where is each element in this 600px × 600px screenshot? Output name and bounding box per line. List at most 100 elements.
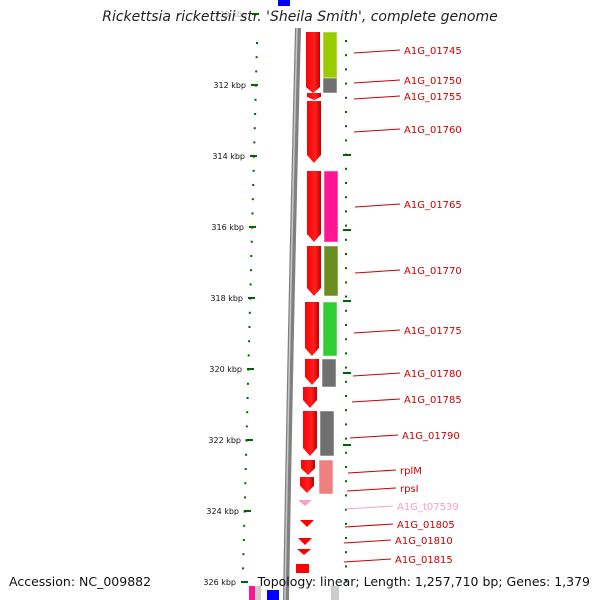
partial-gene-block [331, 586, 339, 600]
cds-arrow [300, 477, 314, 493]
guide-dot [345, 324, 347, 326]
guide-dot [345, 139, 347, 142]
gene-block [322, 301, 338, 357]
label-leader [351, 398, 401, 403]
guide-dot [345, 82, 347, 85]
guide-dot [252, 169, 255, 172]
backbone-highlight [284, 27, 298, 600]
guide-dot [244, 482, 247, 485]
guide-dot [345, 182, 347, 184]
label-leader [343, 558, 392, 563]
guide-dot [253, 141, 256, 144]
guide-dot [345, 111, 347, 113]
cds-arrow [301, 460, 315, 475]
small-cds-arrow [297, 549, 311, 555]
partial-gene-block [249, 586, 255, 600]
tick-label: 320 kbp [209, 365, 242, 374]
guide-dot [345, 167, 347, 170]
guide-dot [245, 453, 248, 456]
guide-dot [345, 508, 347, 511]
tick-label: 318 kbp [210, 294, 243, 303]
guide-dot [345, 437, 347, 440]
tick-mark [246, 439, 253, 441]
label-leader [353, 329, 401, 334]
gene-label: A1G_01750 [404, 76, 462, 87]
label-leader [353, 49, 401, 54]
tick-mark [248, 297, 255, 299]
gene-label: A1G_01810 [395, 536, 453, 547]
guide-dot [345, 338, 347, 341]
label-leader [344, 523, 394, 528]
label-leader [343, 539, 392, 544]
guide-dot [345, 54, 347, 57]
tick-label: 314 kbp [212, 152, 245, 161]
guide-dot [345, 253, 347, 255]
gene-track [298, 31, 339, 506]
genome-title: Rickettsia rickettsii str. 'Sheila Smith… [102, 9, 498, 25]
label-leader [347, 469, 397, 474]
guide-dot [242, 553, 245, 556]
guide-dot [248, 340, 251, 343]
guide-dot [345, 96, 347, 99]
cds-arrow [307, 171, 321, 242]
backbone-line [283, 27, 301, 600]
gene-label: A1G_01755 [404, 92, 462, 103]
guide-dot [345, 352, 347, 355]
kbp-ruler: 310 kbp 312 kbp 314 kbp 316 kbp 318 kbp 320 k… [203, 10, 351, 587]
cds-arrow [305, 302, 319, 356]
cds-arrow [303, 387, 317, 408]
tick-mark [251, 84, 258, 86]
gene-label: A1G_01745 [404, 46, 462, 57]
tick-mark [252, 13, 259, 15]
ruler-dash [343, 444, 351, 446]
cds-arrow [305, 359, 319, 385]
ruler-dash [343, 300, 351, 302]
cds-arrow [307, 246, 321, 296]
small-cds-arrow [300, 520, 314, 527]
genome-summary-text: Topology: linear; Length: 1,257,710 bp; … [257, 574, 590, 589]
guide-dot [247, 354, 250, 357]
guide-dot [345, 366, 347, 369]
guide-dot [249, 269, 252, 272]
label-leader [345, 505, 394, 510]
gene-block [322, 77, 338, 94]
guide-dot [251, 198, 254, 201]
guide-dot [345, 309, 347, 312]
ruler-dash [343, 154, 351, 156]
cds-arrow [307, 101, 321, 163]
guide-dot [345, 423, 347, 426]
tick-label: 310 kbp [214, 10, 247, 19]
gene-label: A1G_01775 [404, 326, 462, 337]
tick-label: 326 kbp [203, 578, 236, 587]
genome-backbone [278, 0, 301, 600]
guide-dot [345, 579, 347, 582]
gene-label: A1G_01760 [404, 125, 462, 136]
guide-dot [250, 255, 253, 257]
gene-block [323, 245, 339, 297]
guide-dot [244, 468, 247, 470]
cds-block [296, 564, 309, 573]
guide-dot [243, 496, 246, 499]
guide-dot [345, 210, 347, 213]
label-leader [353, 128, 401, 133]
label-leader [353, 79, 401, 84]
guide-dot [345, 238, 347, 241]
guide-dot [246, 382, 249, 385]
gene-label: rplM [400, 466, 422, 477]
label-leader [354, 269, 401, 274]
guide-dot [345, 196, 347, 199]
guide-dot [253, 127, 256, 130]
guide-dot [345, 281, 347, 284]
guide-dot [345, 537, 347, 539]
gene-block [318, 459, 334, 495]
guide-dot [255, 70, 258, 73]
ruler-dash [343, 229, 351, 231]
gene-label: A1G_01815 [395, 555, 453, 566]
gene-label: A1G_01765 [404, 200, 462, 211]
top-feature [278, 0, 290, 6]
guide-dot [345, 522, 347, 525]
tick-label: 324 kbp [206, 507, 239, 516]
gene-labels: A1G_01745 A1G_01750 A1G_01755 A1G_01760 A1G_… [343, 46, 462, 566]
partial-gene-block [267, 590, 279, 600]
